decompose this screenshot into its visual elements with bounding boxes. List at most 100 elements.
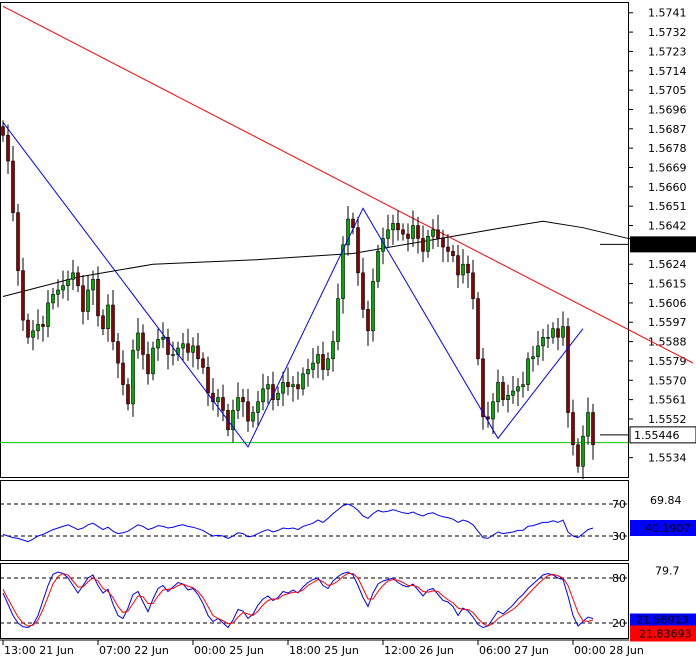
- price-tick-label: 1.5552: [648, 413, 687, 426]
- candle-body: [11, 160, 15, 213]
- price-tick-label: 1.5570: [648, 374, 687, 387]
- candle-body: [321, 354, 325, 370]
- rsi-pane-frame: [0, 480, 629, 561]
- candle-body: [251, 412, 255, 422]
- candle-body: [561, 326, 565, 338]
- candle-body: [356, 227, 360, 274]
- candle-body: [506, 395, 510, 400]
- stochastic-level-label: 80: [612, 572, 626, 585]
- candle-body: [241, 397, 245, 403]
- ma-price-label: 1.563324: [633, 238, 686, 251]
- rsi-value-label-bg: [630, 520, 696, 536]
- candle-body: [276, 392, 280, 400]
- candle-body: [41, 324, 45, 327]
- stochastic-k-label: 21.58913: [636, 614, 689, 627]
- price-tick-label: 1.5606: [648, 297, 687, 310]
- candle-body: [136, 332, 140, 351]
- price-tick-label: 1.5624: [648, 258, 687, 271]
- candle-body: [566, 326, 570, 413]
- candle-body: [46, 302, 50, 327]
- candle-body: [161, 336, 165, 340]
- rsi-line: [2, 503, 594, 543]
- time-tick-label: 00:00 25 Jun: [194, 644, 264, 657]
- candle-body: [16, 212, 20, 271]
- candle-body: [311, 362, 315, 370]
- candle-body: [576, 444, 580, 467]
- stochastic-d-label-bg: [630, 625, 696, 642]
- candle-body: [186, 343, 190, 353]
- candle-body: [531, 356, 535, 360]
- price-tick-label: 1.5696: [648, 103, 687, 116]
- candle-body: [151, 347, 155, 375]
- price-tick-label: 1.5579: [648, 355, 687, 368]
- candle-body: [221, 397, 225, 411]
- candle-body: [236, 397, 240, 411]
- candle-body: [391, 223, 395, 231]
- candle-body: [116, 341, 120, 364]
- zigzag-line: [2, 122, 584, 448]
- candle-body: [286, 382, 290, 388]
- price-tick-label: 1.5597: [648, 316, 687, 329]
- candle-body: [491, 401, 495, 420]
- candle-body: [51, 294, 55, 304]
- price-tick-label: 1.5714: [648, 65, 687, 78]
- candle-body: [421, 238, 425, 252]
- candle-body: [66, 278, 70, 287]
- time-tick-label: 18:00 25 Jun: [289, 644, 359, 657]
- price-tick-label: 1.5561: [648, 394, 687, 407]
- candle-body: [376, 251, 380, 282]
- price-tick-label: 1.5651: [648, 200, 687, 213]
- moving-average-line: [2, 220, 664, 297]
- candle-body: [361, 272, 365, 310]
- candle-body: [346, 218, 350, 246]
- candle-body: [156, 339, 160, 349]
- candle-body: [386, 229, 390, 239]
- candle-body: [6, 134, 10, 162]
- candle-body: [206, 367, 210, 394]
- candle-body: [266, 384, 270, 390]
- candle-body: [81, 285, 85, 312]
- candle-body: [516, 386, 520, 392]
- rsi-pane: 70 30 69.84 40.1907: [0, 494, 696, 543]
- candle-body: [191, 345, 195, 353]
- candle-body: [296, 384, 300, 390]
- candle-body: [96, 278, 100, 317]
- candle-body: [246, 401, 250, 422]
- candle-body: [341, 244, 345, 299]
- price-pane-frame: [0, 2, 629, 478]
- candle-body: [396, 223, 400, 231]
- candle-body: [171, 354, 175, 356]
- candle-body: [501, 382, 505, 400]
- candle-body: [326, 358, 330, 370]
- candle-body: [461, 263, 465, 276]
- time-tick-label: 06:00 27 Jun: [479, 644, 549, 657]
- candle-body: [331, 341, 335, 360]
- candle-body: [291, 384, 295, 388]
- candle-body: [121, 362, 125, 385]
- candle-body: [91, 278, 95, 291]
- stochastic-line-k: [2, 571, 594, 629]
- candle-body: [196, 345, 200, 360]
- price-tick-label: 1.5705: [648, 84, 687, 97]
- rsi-level-label: 70: [612, 498, 626, 511]
- stochastic-max-label: 79.7: [655, 565, 680, 578]
- candle-body: [216, 397, 220, 403]
- candle-body: [456, 255, 460, 276]
- candle-body: [471, 272, 475, 299]
- current-price-label-bg: [629, 426, 696, 444]
- candle-body: [446, 246, 450, 252]
- candle-body: [301, 373, 305, 390]
- candle-body: [181, 343, 185, 349]
- stochastic-level-label: 20: [612, 617, 626, 630]
- candle-body: [426, 235, 430, 252]
- price-tick-label: 1.5615: [648, 278, 687, 291]
- candle-body: [131, 349, 135, 405]
- price-tick-label: 1.5678: [648, 142, 687, 155]
- candle-body: [61, 285, 65, 291]
- time-tick-label: 13:00 21 Jun: [4, 644, 74, 657]
- candle-body: [591, 412, 595, 446]
- candle-body: [536, 345, 540, 357]
